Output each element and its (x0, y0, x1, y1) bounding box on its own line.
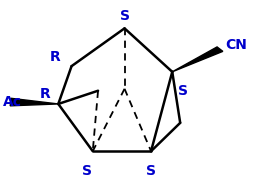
Text: R: R (39, 88, 50, 101)
Text: S: S (120, 9, 130, 23)
Text: CN: CN (225, 38, 247, 52)
Text: R: R (50, 50, 61, 64)
Text: S: S (146, 164, 156, 178)
Text: S: S (82, 164, 92, 178)
Polygon shape (10, 98, 58, 106)
Text: Ac: Ac (3, 95, 22, 109)
Text: S: S (178, 84, 188, 98)
Polygon shape (172, 47, 223, 72)
